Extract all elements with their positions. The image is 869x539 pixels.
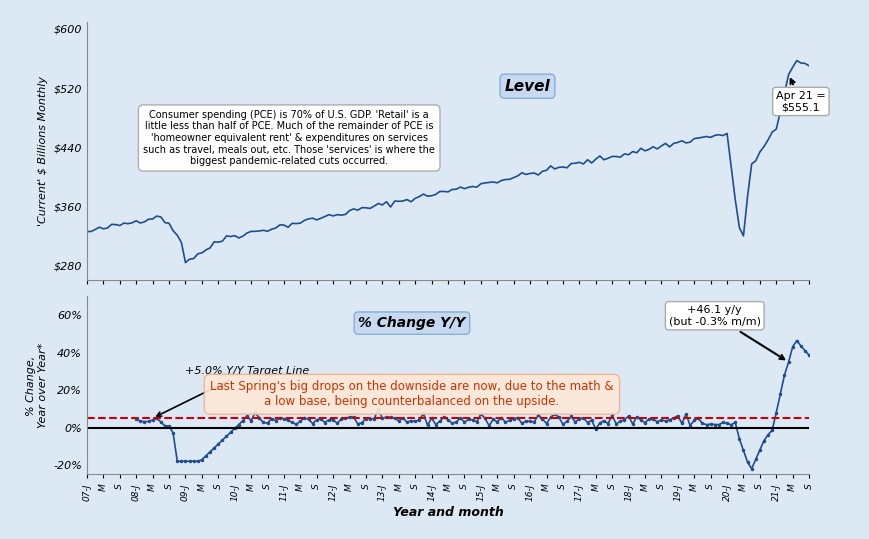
Text: Consumer spending (PCE) is 70% of U.S. GDP. 'Retail' is a
little less than half : Consumer spending (PCE) is 70% of U.S. G… <box>143 110 434 166</box>
Y-axis label: % Change,
Year over Year*: % Change, Year over Year* <box>26 343 48 428</box>
Text: Last Spring's big drops on the downside are now, due to the math &
a low base, b: Last Spring's big drops on the downside … <box>210 381 613 408</box>
Y-axis label: 'Current' $ Billions Monthly: 'Current' $ Billions Monthly <box>38 76 48 226</box>
Text: Apr 21 =
$555.1: Apr 21 = $555.1 <box>775 79 825 112</box>
Text: +5.0% Y/Y Target Line: +5.0% Y/Y Target Line <box>156 367 309 416</box>
Text: Level: Level <box>504 79 550 94</box>
Text: +46.1 y/y
(but -0.3% m/m): +46.1 y/y (but -0.3% m/m) <box>668 305 783 360</box>
X-axis label: Year and month: Year and month <box>392 506 503 519</box>
Text: % Change Y/Y: % Change Y/Y <box>358 316 465 330</box>
